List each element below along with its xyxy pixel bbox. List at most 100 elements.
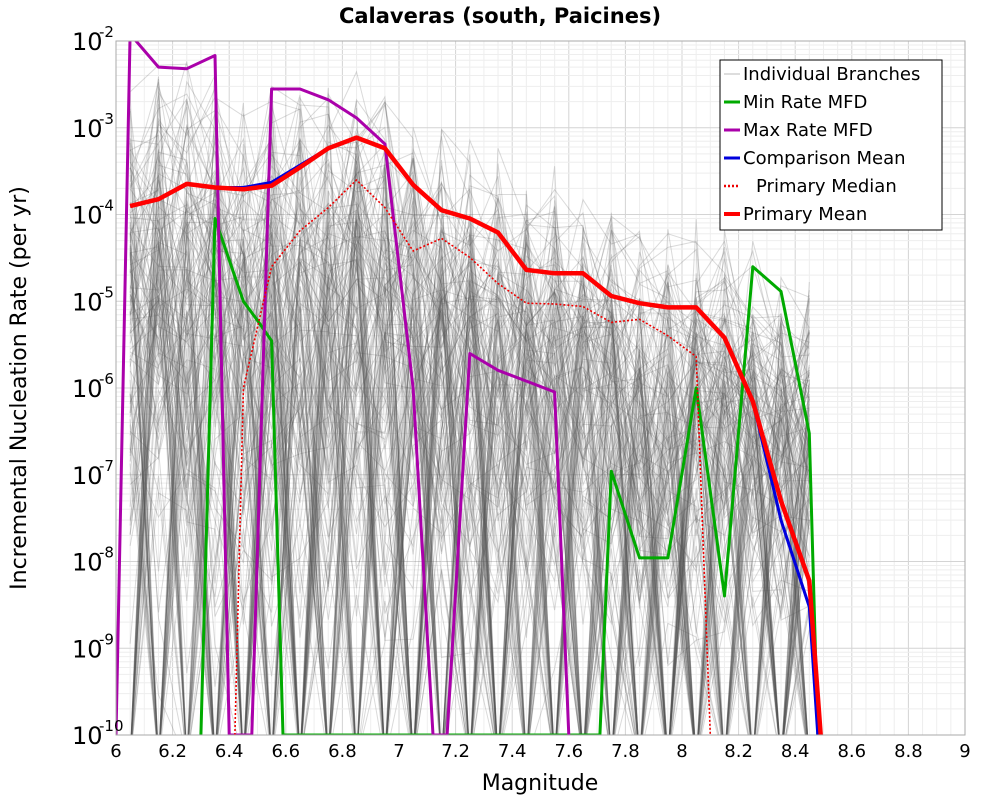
y-tick-label: 10 bbox=[72, 462, 103, 490]
branch-line bbox=[129, 191, 809, 735]
branch-line bbox=[129, 143, 810, 735]
y-tick-exponent: -2 bbox=[99, 23, 114, 41]
y-tick-exponent: -8 bbox=[99, 544, 114, 562]
y-tick-label: 10 bbox=[72, 115, 103, 143]
branch-line bbox=[159, 104, 810, 735]
y-tick-label: 10 bbox=[72, 375, 103, 403]
x-tick-label: 7 bbox=[393, 741, 404, 762]
branch-line bbox=[129, 145, 810, 509]
x-tick-label: 9 bbox=[959, 741, 970, 762]
branch-line bbox=[129, 207, 810, 735]
branch-line bbox=[129, 148, 810, 735]
branch-line bbox=[129, 87, 809, 735]
x-tick-label: 6.8 bbox=[328, 741, 357, 762]
y-tick-exponent: -10 bbox=[99, 717, 124, 735]
branch-line bbox=[129, 157, 810, 735]
branch-line bbox=[129, 142, 810, 735]
branch-line bbox=[129, 106, 810, 735]
branch-line bbox=[129, 99, 810, 735]
branch-line bbox=[129, 206, 810, 735]
branch-line bbox=[130, 74, 810, 735]
branch-line bbox=[129, 151, 810, 735]
x-tick-label: 8 bbox=[676, 741, 687, 762]
legend-label: Comparison Mean bbox=[743, 148, 906, 169]
y-tick-exponent: -4 bbox=[99, 197, 114, 215]
branch-line bbox=[129, 167, 807, 735]
y-tick-exponent: -5 bbox=[99, 283, 114, 301]
branch-line bbox=[129, 242, 810, 735]
x-axis-label: Magnitude bbox=[482, 771, 599, 796]
branch-line bbox=[129, 165, 810, 735]
branch-line bbox=[129, 214, 810, 735]
branch-line bbox=[130, 151, 810, 735]
branch-line bbox=[129, 141, 809, 735]
branch-line bbox=[131, 266, 810, 735]
branch-line bbox=[130, 138, 810, 735]
branch-line bbox=[129, 89, 810, 735]
branch-line bbox=[129, 172, 810, 735]
x-tick-label: 8.6 bbox=[837, 741, 866, 762]
branch-line bbox=[129, 265, 810, 735]
branch-line bbox=[129, 229, 810, 735]
branch-line bbox=[129, 229, 810, 735]
series-lines bbox=[116, 41, 823, 735]
branch-line bbox=[131, 222, 810, 735]
individual-branches bbox=[129, 61, 810, 735]
branch-line bbox=[131, 189, 780, 735]
branch-line bbox=[129, 99, 810, 735]
branch-line bbox=[129, 174, 810, 735]
branch-line bbox=[129, 277, 810, 735]
x-tick-label: 6.2 bbox=[158, 741, 187, 762]
branch-line bbox=[129, 97, 810, 735]
branch-line bbox=[129, 91, 809, 735]
branch-line bbox=[130, 207, 810, 735]
branch-line bbox=[129, 133, 810, 735]
branch-line bbox=[129, 195, 810, 735]
branch-line bbox=[129, 196, 808, 735]
branch-line bbox=[129, 213, 810, 735]
branch-line bbox=[130, 86, 810, 735]
branch-line bbox=[129, 269, 810, 735]
branch-line bbox=[129, 98, 810, 735]
branch-line bbox=[129, 246, 810, 735]
branch-line bbox=[129, 235, 810, 735]
y-tick-label: 10 bbox=[72, 288, 103, 316]
branch-line bbox=[129, 261, 806, 735]
branch-line bbox=[130, 169, 810, 735]
branch-line bbox=[129, 102, 810, 735]
x-tick-label: 8.8 bbox=[894, 741, 923, 762]
branch-line bbox=[129, 142, 810, 735]
branch-line bbox=[129, 174, 810, 735]
branch-line bbox=[129, 202, 810, 735]
branch-line bbox=[159, 137, 810, 735]
branch-line bbox=[129, 221, 810, 735]
branch-line bbox=[159, 255, 808, 735]
branch-line bbox=[129, 141, 808, 735]
y-tick-exponent: -7 bbox=[99, 457, 114, 475]
branch-line bbox=[129, 230, 810, 735]
legend: Individual Branches Min Rate MFD Max Rate … bbox=[719, 59, 943, 231]
branch-line bbox=[129, 269, 779, 735]
branch-line bbox=[129, 202, 810, 735]
branch-line bbox=[129, 125, 809, 735]
branch-line bbox=[129, 183, 810, 735]
series-line-max-rate-mfd bbox=[116, 41, 571, 735]
branch-line bbox=[129, 146, 810, 735]
branch-line bbox=[131, 221, 810, 735]
branch-line bbox=[129, 100, 810, 735]
branch-line bbox=[129, 261, 810, 735]
series-line-min-rate-mfd bbox=[199, 217, 820, 735]
branch-line bbox=[131, 203, 806, 735]
branch-line bbox=[129, 63, 810, 735]
branch-line bbox=[129, 236, 810, 735]
branch-line bbox=[187, 163, 810, 735]
branch-line bbox=[132, 195, 810, 735]
legend-label: Max Rate MFD bbox=[743, 120, 873, 141]
branch-line bbox=[130, 166, 808, 735]
legend-label: Individual Branches bbox=[743, 64, 920, 85]
y-tick-exponent: -9 bbox=[99, 630, 114, 648]
branch-line bbox=[131, 146, 810, 735]
